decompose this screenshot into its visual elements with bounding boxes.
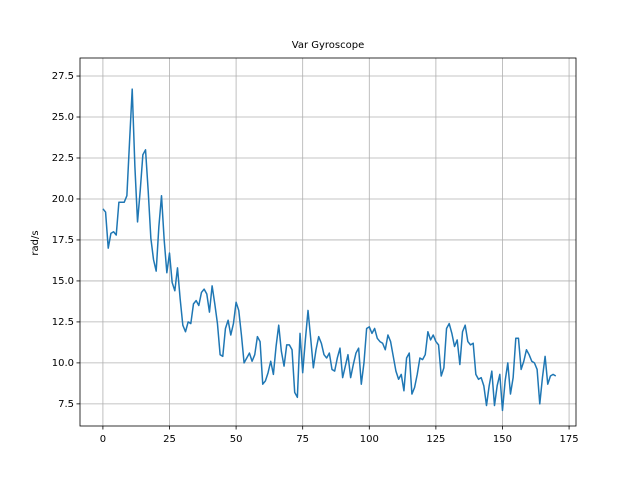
y-tick-label: 27.5 [52, 71, 74, 82]
y-axis-label: rad/s [30, 230, 41, 255]
data-line [102, 88, 557, 412]
x-tick-label: 75 [296, 434, 309, 445]
x-tick-label: 100 [360, 434, 379, 445]
x-tick-label: 25 [163, 434, 176, 445]
chart-title: Var Gyroscope [292, 40, 365, 51]
y-tick-label: 25.0 [52, 112, 74, 123]
y-tick-label: 15.0 [52, 276, 74, 287]
x-tick-label: 0 [100, 434, 106, 445]
x-tick-label: 175 [560, 434, 579, 445]
x-tick-label: 150 [493, 434, 512, 445]
y-tick-label: 20.0 [52, 194, 74, 205]
plot-frame [79, 57, 577, 427]
y-tick-label: 7.5 [58, 399, 74, 410]
x-tick-label: 125 [426, 434, 445, 445]
y-tick-label: 12.5 [52, 317, 74, 328]
y-tick-label: 22.5 [52, 153, 74, 164]
x-tick-label: 50 [230, 434, 243, 445]
y-tick-label: 17.5 [52, 235, 74, 246]
y-tick-label: 10.0 [52, 358, 74, 369]
